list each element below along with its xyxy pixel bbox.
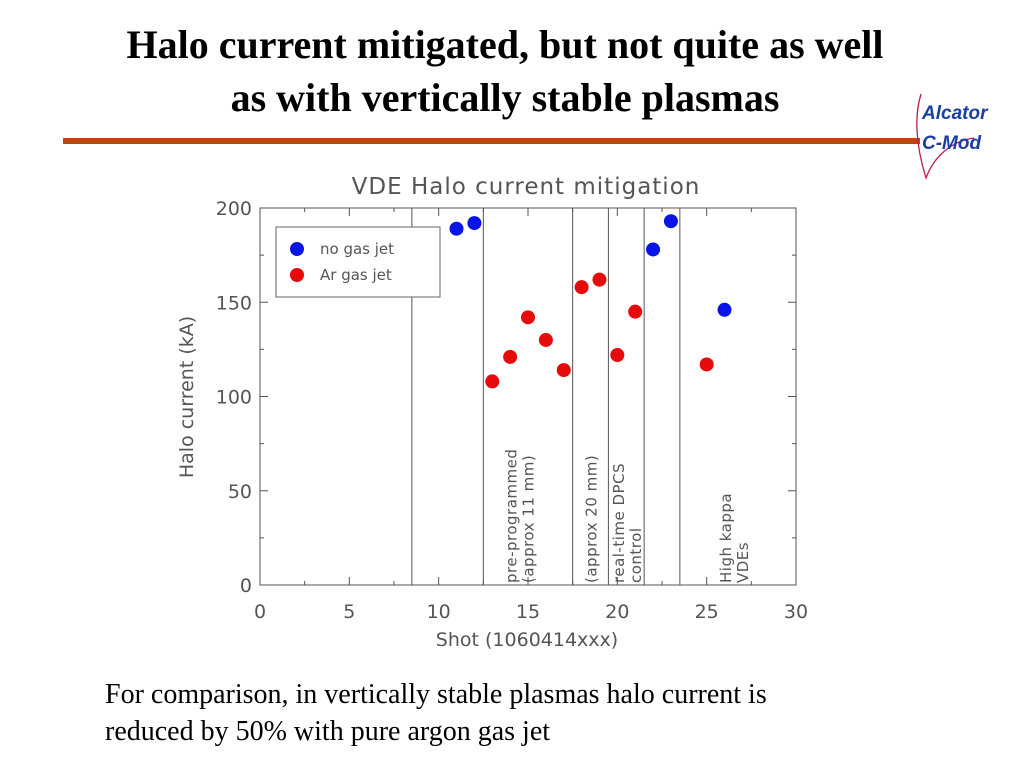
region-annotation-line: pre-programmed [503,449,521,583]
y-tick-label: 200 [216,198,252,220]
x-axis-label: Shot (1060414xxx) [436,629,618,651]
alcator-cmod-logo: Alcator C-Mod [916,93,989,181]
legend: no gas jet Ar gas jet [275,226,441,298]
x-tick-label: 25 [695,601,719,623]
slide-title: Halo current mitigated, but not quite as… [50,18,960,124]
legend-label-ar-gas-jet: Ar gas jet [320,266,392,284]
slide-caption: For comparison, in vertically stable pla… [105,676,985,750]
region-annotation-line: real-time DPCS [610,463,628,583]
region-annotations: pre-programmed (approx 11 mm) (approx 20 m… [503,449,752,583]
chart-title: VDE Halo current mitigation [352,174,701,200]
x-tick-label: 20 [605,601,629,623]
data-points [449,214,732,389]
data-point-ar-gas-jet [574,280,589,295]
slide-title-line-1: Halo current mitigated, but not quite as… [126,22,884,67]
y-axis-label: Halo current (kA) [176,316,198,478]
logo-swoosh-icon [916,93,975,181]
data-point-ar-gas-jet [610,348,625,363]
data-point-ar-gas-jet [485,374,500,389]
caption-line-1: For comparison, in vertically stable pla… [105,679,767,710]
region-annotation-line: (approx 20 mm) [583,455,601,583]
data-point-ar-gas-jet [699,357,714,372]
data-point-no-gas-jet [449,221,464,236]
y-tick-label: 150 [216,292,252,314]
region-annotation-line: control [627,528,645,584]
data-point-no-gas-jet [663,214,678,229]
data-point-no-gas-jet [646,242,661,257]
data-point-no-gas-jet [717,302,732,317]
data-point-ar-gas-jet [592,272,607,287]
x-tick-label: 5 [343,601,355,623]
data-point-ar-gas-jet [521,310,535,325]
x-tick-label: 0 [254,601,266,623]
legend-marker-no-gas-jet [290,242,304,256]
title-underline [63,138,920,144]
data-point-no-gas-jet [467,216,482,231]
data-point-ar-gas-jet [503,349,518,364]
region-annotation-line: VDEs [734,542,752,583]
region-annotation-line: (approx 11 mm) [520,455,538,583]
region-dividers [411,208,681,585]
slide-title-line-2: as with vertically stable plasmas [230,75,780,120]
data-point-ar-gas-jet [556,363,571,378]
logo-line-2: C-Mod [922,133,981,154]
x-tick-label: 10 [427,601,451,623]
x-tick-label: 15 [516,601,540,623]
y-tick-label: 0 [240,575,252,597]
axis-ticks: 0 5 10 15 20 25 30 0 50 100 150 200 [216,198,808,623]
logo-line-1: Alcator [921,103,989,124]
data-point-ar-gas-jet [538,332,553,347]
caption-line-2: reduced by 50% with pure argon gas jet [105,716,551,747]
x-tick-label: 30 [784,601,808,623]
data-point-ar-gas-jet [628,304,643,319]
y-tick-label: 50 [228,481,252,503]
legend-box [275,226,441,298]
legend-label-no-gas-jet: no gas jet [320,240,394,258]
legend-marker-ar-gas-jet [290,268,304,282]
region-annotation-line: High kappa [717,493,735,583]
y-tick-label: 100 [216,387,252,409]
